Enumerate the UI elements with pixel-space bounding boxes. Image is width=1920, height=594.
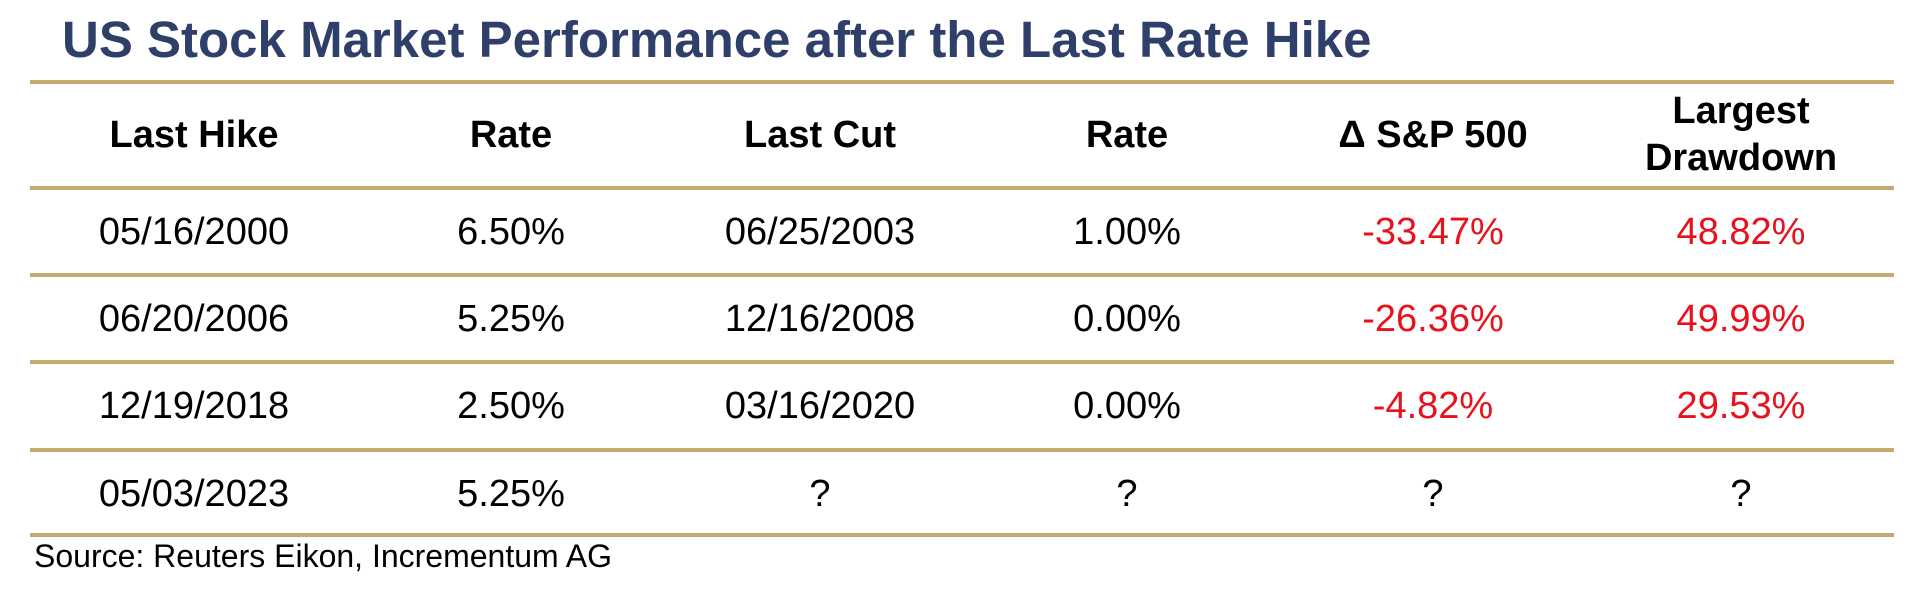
table-rule <box>30 186 1894 190</box>
cell-sp500-change: -33.47% <box>1362 211 1504 253</box>
column-header-largest-drawdown: Largest Drawdown <box>1644 90 1838 179</box>
cell-cut-rate: 0.00% <box>1073 298 1181 340</box>
cell-last-hike: 12/19/2018 <box>98 385 290 427</box>
cell-cut-rate: ? <box>1116 473 1138 515</box>
table-rule <box>30 360 1894 364</box>
table-rule <box>30 448 1894 452</box>
table-rule <box>30 533 1894 537</box>
cell-largest-drawdown: ? <box>1730 473 1752 515</box>
cell-last-hike: 05/16/2000 <box>98 211 290 253</box>
cell-rate: 6.50% <box>457 211 565 253</box>
column-header-sp500-change: Δ S&P 500 <box>1338 113 1528 156</box>
cell-largest-drawdown: 29.53% <box>1676 385 1806 427</box>
cell-last-hike: 06/20/2006 <box>98 298 290 340</box>
cell-rate: 5.25% <box>457 473 565 515</box>
cell-last-cut: 06/25/2003 <box>724 211 916 253</box>
column-header-cut-rate: Rate <box>1085 113 1169 156</box>
cell-sp500-change: -26.36% <box>1362 298 1504 340</box>
cell-rate: 5.25% <box>457 298 565 340</box>
table-title: US Stock Market Performance after the La… <box>62 11 1372 68</box>
column-header-rate: Rate <box>469 113 553 156</box>
source-note: Source: Reuters Eikon, Incrementum AG <box>34 538 613 574</box>
cell-rate: 2.50% <box>457 385 565 427</box>
cell-sp500-change: -4.82% <box>1372 385 1494 427</box>
cell-last-hike: 05/03/2023 <box>98 473 290 515</box>
cell-last-cut: 12/16/2008 <box>724 298 916 340</box>
cell-cut-rate: 0.00% <box>1073 385 1181 427</box>
cell-last-cut: 03/16/2020 <box>724 385 916 427</box>
cell-sp500-change: ? <box>1422 473 1444 515</box>
cell-largest-drawdown: 48.82% <box>1676 211 1806 253</box>
cell-last-cut: ? <box>809 473 831 515</box>
table-rule <box>30 273 1894 277</box>
cell-cut-rate: 1.00% <box>1073 211 1181 253</box>
column-header-last-cut: Last Cut <box>744 113 896 156</box>
table-rule <box>30 80 1894 84</box>
cell-largest-drawdown: 49.99% <box>1676 298 1806 340</box>
column-header-last-hike: Last Hike <box>109 113 279 156</box>
